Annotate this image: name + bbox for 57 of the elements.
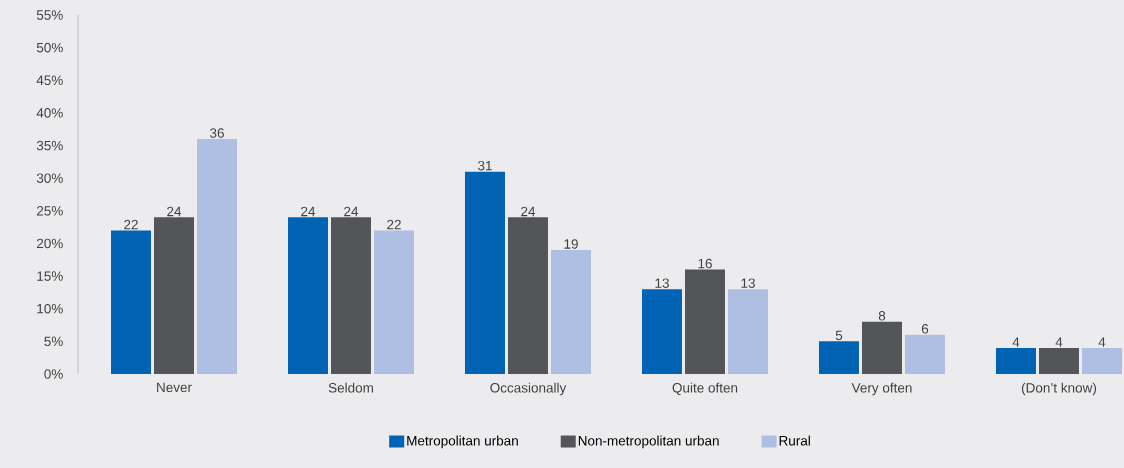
bar: [1038, 347, 1079, 374]
bar: [818, 341, 859, 374]
y-tick-label: 35%: [36, 140, 63, 151]
x-tick-label: Very often: [851, 382, 912, 396]
bar: [464, 171, 505, 374]
x-tick-label: (Don’t know): [1021, 382, 1096, 396]
y-tick-label: 55%: [36, 10, 63, 20]
bar: [288, 217, 328, 374]
legend-label: Metropolitan urban: [407, 435, 518, 449]
bar: [154, 217, 195, 374]
bar: [904, 334, 945, 374]
x-tick-label: Occasionally: [490, 382, 567, 396]
y-tick-label: 45%: [36, 75, 63, 86]
bar: [111, 230, 152, 374]
data-label: 13: [741, 278, 755, 288]
data-label: 24: [301, 206, 316, 217]
data-label: 13: [655, 278, 669, 288]
data-label: 24: [167, 206, 182, 217]
bar: [995, 347, 1036, 374]
y-tick-label: 25%: [36, 206, 63, 216]
bar: [861, 321, 902, 374]
y-tick-label: 50%: [36, 42, 63, 53]
bar: [641, 289, 682, 374]
y-tick-label: 30%: [36, 173, 63, 183]
data-label: 8: [878, 311, 886, 321]
bar: [374, 230, 414, 374]
y-tick-label: 0%: [44, 369, 63, 379]
y-tick-label: 40%: [36, 108, 63, 118]
data-label: 31: [478, 160, 492, 171]
data-label: 4: [1055, 337, 1063, 347]
bar: [550, 249, 591, 374]
data-label: 4: [1012, 337, 1020, 347]
data-label: 24: [344, 206, 359, 217]
data-label: 19: [564, 239, 578, 249]
x-tick-label: Never: [157, 382, 192, 393]
y-tick-label: 15%: [37, 271, 63, 281]
data-label: 4: [1098, 337, 1106, 347]
y-tick-label: 5%: [44, 336, 63, 347]
x-tick-label: Seldom: [328, 382, 373, 393]
legend-label: Rural: [779, 435, 810, 446]
bar: [197, 139, 237, 374]
bar: [331, 217, 371, 374]
y-tick-label: 20%: [36, 238, 63, 249]
data-label: 22: [124, 219, 138, 230]
legend-label: Non-metropolitan urban: [578, 435, 719, 449]
data-label: 24: [521, 206, 536, 217]
bar: [507, 217, 548, 374]
data-label: 22: [387, 219, 401, 230]
y-tick-label: 10%: [37, 303, 63, 314]
data-label: 5: [835, 330, 843, 341]
bar: [727, 289, 768, 374]
x-tick-label: Quite often: [672, 382, 738, 396]
data-label: 16: [698, 258, 712, 269]
data-label: 6: [921, 324, 929, 334]
data-label: 36: [210, 128, 224, 138]
bar: [684, 269, 725, 374]
bar: [1081, 347, 1122, 374]
